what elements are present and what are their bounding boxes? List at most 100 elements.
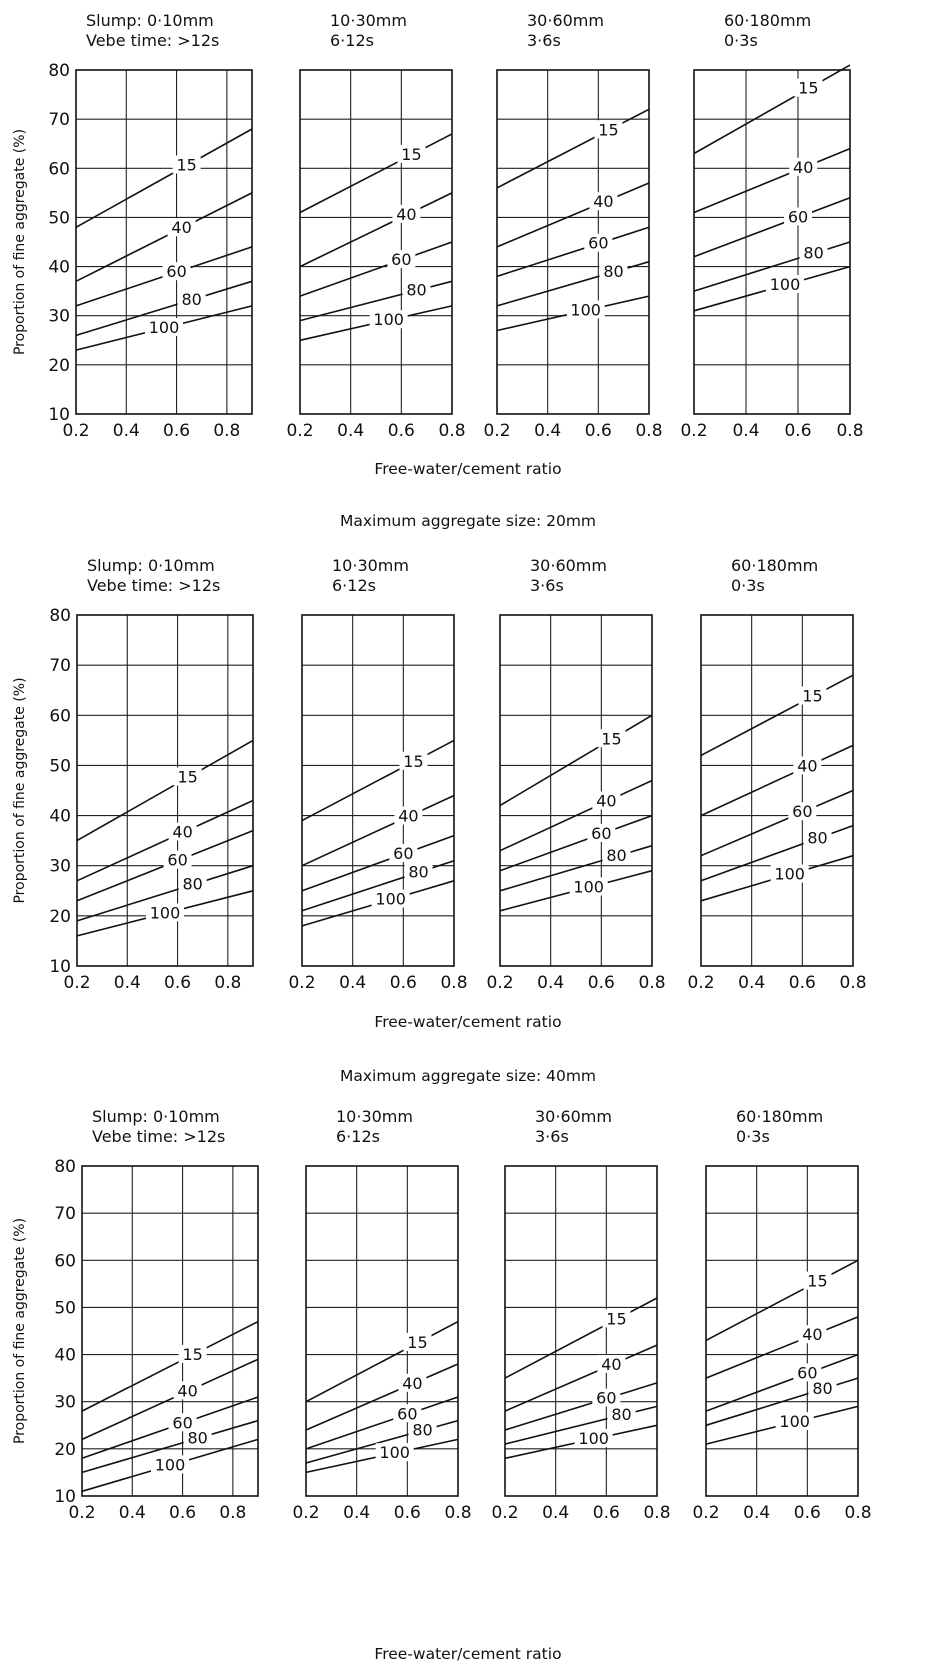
curve-label-backdrop [569,877,608,896]
curve-label-backdrop [599,261,628,280]
x-tick-label: 0.8 [844,1503,871,1523]
x-tick-label: 0.6 [789,973,816,993]
panel-header-vebe: Vebe time: >12s [92,1127,225,1146]
curve-label-backdrop [402,280,431,299]
curve-label-backdrop [393,1404,422,1423]
curve-label-backdrop [178,874,207,893]
curve-label-backdrop [394,806,423,825]
x-tick-label: 0.6 [784,421,811,441]
curve-label-100: 100 [155,1455,186,1474]
x-tick-label: 0.8 [438,421,465,441]
curve-label-backdrop [173,1381,202,1400]
curve-label-backdrop [793,1363,822,1382]
curve-label-backdrop [793,756,822,775]
y-tick-label: 50 [54,1298,76,1318]
panel-header-slump: Slump: 0·10mm [92,1107,220,1126]
curve-label-backdrop [607,1405,636,1424]
y-axis-label: Proportion of fine aggregate (%) [12,677,28,903]
curve-40 [499,779,653,852]
x-tick-label: 0.6 [394,1503,421,1523]
curve-label-backdrop [566,300,605,319]
panel-header-vebe: 3·6s [535,1127,569,1146]
y-tick-label: 60 [49,706,71,726]
curve-label-80: 80 [406,280,426,299]
curve-label-backdrop [592,791,621,810]
curve-80 [75,280,253,337]
curve-label-backdrop [789,157,818,176]
x-tick-label: 0.4 [542,1503,569,1523]
curve-label-40: 40 [802,1325,822,1344]
curve-label-80: 80 [807,828,827,847]
x-tick-label: 0.6 [588,973,615,993]
curve-40 [81,1358,259,1441]
y-tick-label: 30 [49,857,71,877]
curve-label-backdrop [162,262,191,281]
curve-label-backdrop [602,1309,631,1328]
x-tick-label: 0.4 [339,973,366,993]
curve-label-80: 80 [408,862,428,881]
y-tick-label: 70 [49,656,71,676]
x-tick-label: 0.6 [593,1503,620,1523]
curve-80 [81,1419,259,1474]
curve-label-15: 15 [401,145,421,164]
x-tick-label: 0.4 [337,421,364,441]
panel-frame [496,69,650,415]
curve-15 [496,108,650,189]
curve-label-40: 40 [601,1355,621,1374]
curve-label-backdrop [389,844,418,863]
y-tick-label: 70 [48,110,70,130]
curve-label-60: 60 [172,1413,192,1432]
x-tick-label: 0.6 [390,973,417,993]
curve-label-80: 80 [181,290,201,309]
curve-label-backdrop [404,862,433,881]
y-axis-label: Proportion of fine aggregate (%) [12,1218,28,1444]
y-tick-label: 60 [48,159,70,179]
curve-60 [299,241,453,297]
curve-label-80: 80 [182,875,202,894]
curve-label-backdrop [172,155,201,174]
curve-40 [700,744,854,817]
curve-label-80: 80 [412,1420,432,1439]
curve-label-backdrop [587,823,616,842]
curve-label-60: 60 [792,802,812,821]
x-tick-label: 0.4 [114,973,141,993]
y-tick-label: 40 [48,258,70,278]
curve-label-60: 60 [797,1363,817,1382]
panel-header-slump: 60·180mm [731,556,818,575]
panel-header-vebe: 3·6s [527,31,561,50]
y-tick-label: 50 [49,756,71,776]
y-tick-label: 80 [54,1157,76,1177]
y-tick-label: 80 [48,61,70,81]
chart-section-2: Maximum aggregate size: 20mm Proportion o… [12,512,867,1031]
x-tick-label: 0.8 [643,1503,670,1523]
panel-header-slump: 10·30mm [332,556,409,575]
x-tick-label: 0.2 [63,973,90,993]
y-tick-label: 40 [54,1346,76,1366]
curve-label-15: 15 [606,1309,626,1328]
panel-header-vebe: Vebe time: >12s [87,576,220,595]
curve-label-backdrop [592,1388,621,1407]
panel-frame [301,614,455,967]
curve-40 [693,147,851,214]
x-tick-label: 0.2 [62,421,89,441]
curve-label-60: 60 [391,250,411,269]
curve-label-backdrop [168,822,197,841]
curve-label-40: 40 [396,205,416,224]
panel-header-vebe: 6·12s [332,576,376,595]
curve-label-backdrop [594,120,623,139]
y-tick-label: 70 [54,1204,76,1224]
curve-label-backdrop [397,144,426,163]
curve-80 [76,864,254,922]
panel-frame [305,1165,459,1497]
y-tick-label: 10 [54,1487,76,1507]
panel-frame [700,614,854,967]
curve-40 [75,192,253,283]
curve-label-backdrop [168,1413,197,1432]
curve-label-40: 40 [177,1381,197,1400]
panel-header-vebe: Vebe time: >12s [86,31,219,50]
